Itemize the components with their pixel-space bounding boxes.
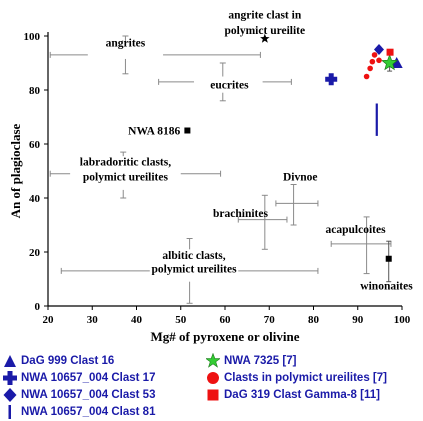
x-tick-label: 20 <box>43 314 55 326</box>
range-label: brachinites <box>213 208 268 220</box>
range-label: Divnoe <box>283 171 318 183</box>
square-icon <box>207 389 219 401</box>
point-dag-999-clast-16 <box>390 57 403 68</box>
range-angrites: angrites <box>49 35 261 75</box>
legend-label: DaG 999 Clast 16 <box>21 355 115 367</box>
x-tick-label: 70 <box>264 314 276 326</box>
annotation-label: NWA 8186 <box>128 126 180 138</box>
legend-label: NWA 7325 [7] <box>224 355 297 367</box>
x-axis-title: Mg# of pyroxene or olivine <box>150 329 299 344</box>
y-tick-label: 0 <box>35 301 41 313</box>
point-winonaites <box>385 255 392 262</box>
y-axis-title: An of plagioclase <box>8 123 23 218</box>
range-acapulcoites: acapulcoites <box>326 216 392 275</box>
point-nwa-7325 <box>381 54 399 71</box>
range-label: acapulcoites <box>326 224 387 236</box>
vertical-line-icon <box>8 405 11 419</box>
y-tick-label: 60 <box>29 139 41 151</box>
range-label: polymict ureilites <box>83 171 169 183</box>
legend-label: DaG 319 Clast Gamma-8 [11] <box>224 389 380 401</box>
legend-label: NWA 10657_004 Clast 53 <box>21 389 156 401</box>
x-tick-label: 90 <box>352 314 364 326</box>
legend-label: Clasts in polymict ureilites [7] <box>224 372 387 384</box>
x-tick-label: 40 <box>131 314 143 326</box>
point-nwa-10657-004-clast-17 <box>325 73 338 86</box>
range-label: albitic clasts, <box>162 250 225 262</box>
data-points <box>184 33 403 283</box>
y-tick-label: 100 <box>24 31 41 43</box>
annotation-label: angrite clast in <box>228 9 301 21</box>
x-tick-label: 60 <box>220 314 232 326</box>
range-label: eucrites <box>210 80 249 92</box>
star-icon <box>206 353 220 368</box>
range-labradoritic: labradoritic clasts, polymict ureilites <box>49 151 222 199</box>
point-clasts-in-polymict-ureilites <box>369 58 376 65</box>
label-backdrop <box>87 42 164 59</box>
y-tick-label: 20 <box>29 247 41 259</box>
range-label: polymict ureilites <box>151 263 237 275</box>
x-tick-label: 30 <box>87 314 99 326</box>
range-label: labradoritic clasts, <box>80 157 171 169</box>
legend-label: NWA 10657_004 Clast 17 <box>21 372 156 384</box>
x-tick-label: 80 <box>308 314 320 326</box>
point-clasts-in-polymict-ureilites <box>376 57 382 64</box>
label-backdrop <box>194 76 263 93</box>
point-clasts-in-polymict-ureilites <box>363 73 370 80</box>
y-tick-label: 40 <box>29 193 41 205</box>
x-tick-label: 50 <box>175 314 187 326</box>
label-backdrop <box>149 249 239 282</box>
range-divnoe: Divnoe <box>275 171 319 226</box>
point-dag-319-clast-gamma-8 <box>386 48 394 56</box>
legend-label: NWA 10657_004 Clast 81 <box>21 406 156 418</box>
chart-annotations: angrite clast in polymict ureilite NWA 818… <box>128 9 413 292</box>
point-nwa-10657-004-clast-53 <box>373 44 384 55</box>
diamond-icon <box>3 388 17 402</box>
y-tick-label: 80 <box>29 85 41 97</box>
range-albitic: albitic clasts,polymict ureilites <box>60 238 319 304</box>
label-backdrop <box>70 156 181 190</box>
cross-icon <box>3 371 17 385</box>
point-clasts-in-polymict-ureilites <box>371 52 378 58</box>
range-brachinites: brachinites <box>213 194 288 250</box>
circle-icon <box>207 372 219 384</box>
legend: DaG 999 Clast 16 NWA 10657_004 Clast 17 … <box>0 349 423 421</box>
point-clasts-in-polymict-ureilites <box>367 65 373 72</box>
x-tick-label: 100 <box>394 314 411 326</box>
range-eucrites: eucrites <box>158 62 292 102</box>
range-bars: angrites eucrites labradoritic clasts, poly… <box>49 35 392 304</box>
point-angrite-clast-in-polymict-ureilite <box>260 33 270 43</box>
triangle-icon <box>4 355 16 367</box>
point-nwa-8186 <box>184 127 191 134</box>
annotation-label: polymict ureilite <box>225 25 306 37</box>
range-label: angrites <box>106 37 146 49</box>
annotation-label: winonaites <box>360 280 413 292</box>
